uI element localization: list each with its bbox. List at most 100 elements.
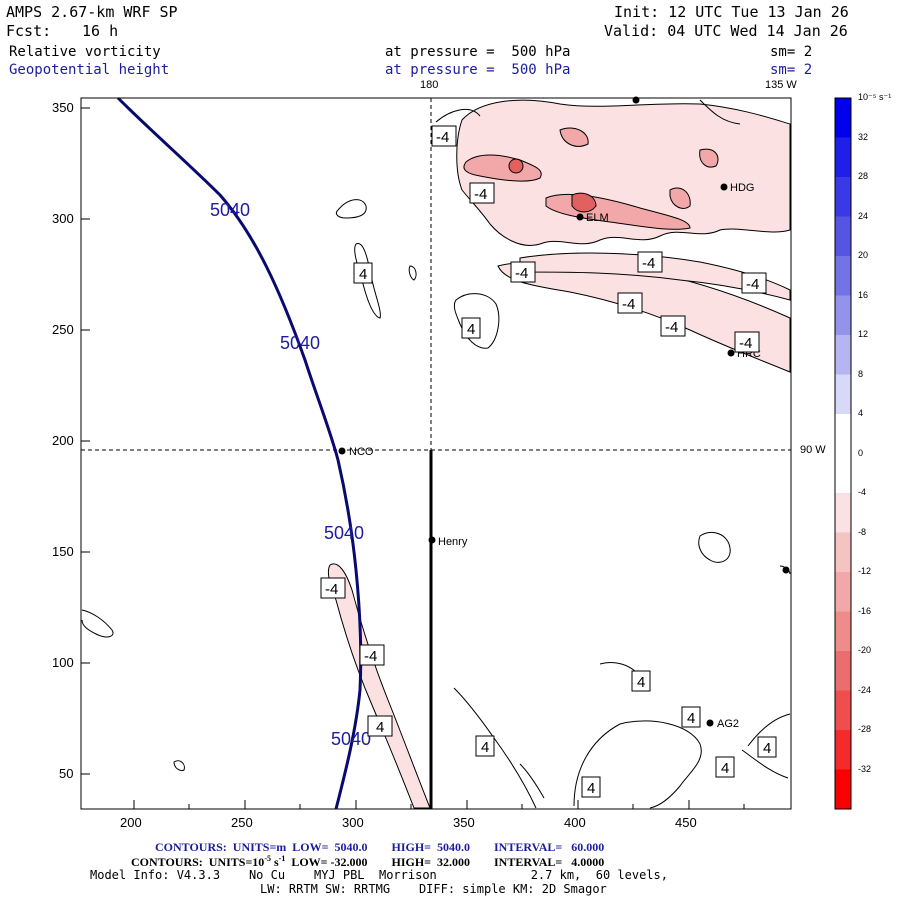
vort-label-neg: -4 (474, 186, 487, 203)
colorbar-swatch (835, 769, 851, 810)
vort-label-neg: -4 (622, 296, 635, 313)
colorbar-swatch (835, 690, 851, 731)
forecast-label: Fcst: (6, 22, 52, 40)
height-label: 5040 (331, 729, 371, 749)
contour-blob-1 (335, 199, 367, 219)
height-label: 5040 (280, 333, 320, 353)
vorticity-shading (327, 99, 791, 809)
station-nco-marker (338, 447, 346, 455)
y-tick-label: 200 (52, 433, 74, 448)
x-tick-label: 400 (564, 815, 586, 830)
contour-blob-4 (453, 293, 500, 349)
station-ag2-marker (706, 719, 714, 727)
field1-name: Relative vorticity (9, 44, 161, 60)
colorbar-swatch (835, 493, 851, 533)
shade-core-4 (571, 192, 597, 213)
field2-name: Geopotential height (9, 62, 170, 78)
vort-label-pos: 4 (687, 710, 695, 727)
contour-blob-3 (408, 265, 417, 281)
height-label: 5040 (210, 200, 250, 220)
colorbar-label: -4 (858, 487, 867, 497)
colorbar-swatch (835, 256, 851, 296)
contour-ne-2 (699, 99, 741, 125)
x-tick-label: 450 (675, 815, 697, 830)
colorbar-swatch (835, 177, 851, 217)
field2-smoothing: sm= 2 (770, 62, 813, 78)
vort-label-pos: 4 (637, 674, 645, 691)
colorbar-swatch (835, 414, 851, 454)
vort-label-pos: 4 (467, 321, 475, 338)
colorbar-label: -16 (858, 605, 872, 616)
contour-east-edge-3 (747, 713, 791, 747)
y-tick-label: 150 (52, 544, 74, 559)
model-title: AMPS 2.67-km WRF SP (6, 3, 178, 21)
colorbar-swatch (835, 137, 851, 178)
shade-diagonal (327, 563, 431, 809)
station-label-henry: Henry (438, 536, 468, 548)
station-east-marker (782, 566, 790, 574)
x-tick-label: 250 (231, 815, 253, 830)
field2-pressure: at pressure = 500 hPa (385, 62, 571, 78)
colorbar-label: -20 (858, 645, 872, 655)
shade-region-north (456, 99, 791, 246)
shade-core-7 (559, 127, 589, 147)
contour-diagonal (453, 687, 537, 809)
colorbar-swatch (835, 611, 851, 652)
footer-contours-vorticity: CONTOURS: UNITS=10-5 s-1 LOW= -32.000 HI… (131, 855, 605, 869)
vort-label-pos: 4 (763, 740, 771, 757)
lon-label-90w: 90 W (800, 444, 826, 456)
footer-contours-vorticity-b: s (270, 855, 279, 869)
lon-label-180: 180 (420, 79, 439, 91)
colorbar-label: 4 (858, 408, 864, 418)
contour-blob-6 (173, 760, 185, 771)
contour-west-edge (81, 609, 114, 638)
vort-label-neg: -4 (364, 648, 377, 665)
x-tick-label: 350 (453, 815, 475, 830)
vort-label-neg: -4 (515, 265, 528, 282)
station-henry-marker (428, 536, 436, 544)
valid-time: Valid: 04 UTC Wed 14 Jan 26 (604, 22, 848, 40)
height-labels: 5040 5040 5040 5040 (210, 200, 371, 749)
footer-contours-vorticity-c: LOW= -32.000 HIGH= 32.000 INTERVAL= 4.00… (285, 855, 605, 869)
colorbar-label: -8 (858, 526, 867, 537)
vort-label-neg: -4 (746, 276, 759, 293)
colorbar-label: -12 (858, 566, 872, 576)
colorbar-swatch (835, 216, 851, 257)
height-label: 5040 (324, 523, 364, 543)
shade-core-2 (508, 158, 524, 174)
station-hrc-marker (727, 349, 735, 357)
shade-band-2 (519, 252, 791, 301)
station-markers (338, 96, 790, 727)
contour-south-east (573, 720, 702, 809)
y-tick-label: 100 (52, 655, 74, 670)
init-time: Init: 12 UTC Tue 13 Jan 26 (614, 3, 849, 21)
station-label-hdg: HDG (730, 182, 754, 194)
station-elm-marker (576, 213, 584, 221)
station-label-nco: NCO (349, 446, 374, 458)
footer-model-info-2: LW: RRTM SW: RRTMG DIFF: simple KM: 2D S… (260, 882, 607, 896)
station-labels: NCO Henry HDG HRC AG2 ELM (349, 182, 761, 730)
y-tick-label: 350 (52, 100, 74, 115)
vort-label-pos: 4 (481, 739, 489, 756)
colorbar-label: 8 (858, 368, 864, 379)
x-axis-ticks (133, 800, 745, 809)
contour-east-edge (741, 749, 789, 779)
colorbar-label: 12 (858, 329, 869, 339)
vort-label-pos: 4 (721, 760, 729, 777)
contour-blob-5 (698, 532, 731, 563)
contour-diagonal-2 (519, 763, 545, 799)
vort-label-neg: -4 (325, 581, 338, 598)
vorticity-labels: -4 -4 -4 -4 -4 -4 -4 -4 -4 -4 4 4 4 4 4 … (320, 125, 777, 798)
field1-smoothing: sm= 2 (770, 44, 813, 60)
vort-label-neg: -4 (436, 129, 449, 146)
x-tick-label: 200 (120, 815, 142, 830)
y-tick-label: 250 (52, 322, 74, 337)
colorbar-label: 28 (858, 171, 869, 181)
lon-label-135w: 135 W (765, 79, 797, 91)
footer-model-info: Model Info: V4.3.3 No Cu MYJ PBL Morriso… (90, 868, 668, 882)
colorbar-label: -28 (858, 724, 872, 734)
colorbar-swatch (835, 572, 851, 612)
contour-ne-1 (435, 108, 481, 123)
vort-label-pos: 4 (359, 266, 367, 283)
